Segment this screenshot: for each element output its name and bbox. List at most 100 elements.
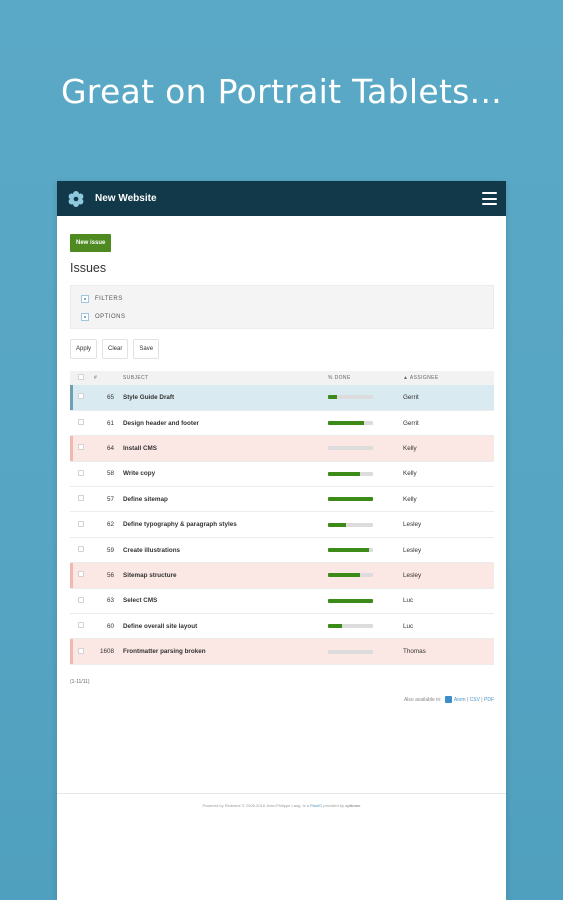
project-name[interactable]: New Website xyxy=(95,193,157,204)
clear-button[interactable]: Clear xyxy=(102,339,129,359)
save-button[interactable]: Save xyxy=(133,339,160,359)
issue-subject-link[interactable]: Define typography & paragraph styles xyxy=(123,521,237,529)
row-checkbox-cell[interactable] xyxy=(70,385,92,411)
row-checkbox[interactable] xyxy=(78,622,84,629)
table-row[interactable]: 58 Write copy Kelly xyxy=(70,461,494,488)
row-checkbox-cell[interactable] xyxy=(70,562,92,589)
issue-id[interactable]: 57 xyxy=(92,486,114,513)
table-row[interactable]: 62 Define typography & paragraph styles Le… xyxy=(70,511,494,538)
issue-assignee[interactable]: Lesley xyxy=(403,537,494,564)
issue-assignee[interactable]: Thomas xyxy=(403,638,494,665)
select-all-checkbox-cell[interactable] xyxy=(70,371,92,385)
issue-subject-link[interactable]: Create illustrations xyxy=(123,546,181,554)
issue-subject-link[interactable]: Install CMS xyxy=(123,444,157,452)
issue-subject-link[interactable]: Frontmatter parsing broken xyxy=(123,648,206,656)
row-checkbox[interactable] xyxy=(78,546,84,553)
row-checkbox[interactable] xyxy=(78,444,84,451)
table-row[interactable]: 65 Style Guide Draft Gerrit xyxy=(70,385,494,411)
progress-bar-fill xyxy=(328,522,346,527)
apply-button[interactable]: Apply xyxy=(70,339,98,359)
issue-subject-cell: Define overall site layout xyxy=(114,613,328,640)
issue-assignee[interactable]: Gerrit xyxy=(403,410,494,437)
issue-id[interactable]: 56 xyxy=(92,562,114,589)
options-toggle[interactable]: OPTIONS xyxy=(81,308,483,326)
table-row[interactable]: 61 Design header and footer Gerrit xyxy=(70,410,494,437)
issue-progress-cell xyxy=(328,638,403,665)
column-header-assignee[interactable]: ▲ ASSIGNEE xyxy=(403,371,494,385)
row-checkbox-cell[interactable] xyxy=(70,486,92,513)
issue-subject-link[interactable]: Write copy xyxy=(123,470,156,478)
row-checkbox-cell[interactable] xyxy=(70,435,92,462)
issue-assignee[interactable]: Luc xyxy=(403,613,494,640)
row-checkbox[interactable] xyxy=(78,393,84,400)
issue-subject-link[interactable]: Design header and footer xyxy=(123,419,199,427)
issue-subject-link[interactable]: Define overall site layout xyxy=(123,622,198,630)
row-checkbox[interactable] xyxy=(78,596,84,603)
row-checkbox-cell[interactable] xyxy=(70,588,92,615)
issue-progress-cell xyxy=(328,537,403,564)
collapse-toggle-icon xyxy=(81,295,89,303)
hamburger-menu-icon[interactable] xyxy=(482,192,497,205)
issue-id[interactable]: 63 xyxy=(92,588,114,615)
issue-subject-link[interactable]: Select CMS xyxy=(123,597,158,605)
issue-assignee[interactable]: Lesley xyxy=(403,511,494,538)
progress-bar xyxy=(328,421,373,426)
column-header-subject[interactable]: SUBJECT xyxy=(114,371,328,385)
csv-link[interactable]: CSV xyxy=(469,696,480,703)
row-checkbox-cell[interactable] xyxy=(70,613,92,640)
issue-assignee[interactable]: Kelly xyxy=(403,461,494,488)
issue-id[interactable]: 1608 xyxy=(92,638,114,665)
table-row[interactable]: 59 Create illustrations Lesley xyxy=(70,537,494,564)
snowflake-logo-icon[interactable] xyxy=(67,190,85,208)
table-row[interactable]: 57 Define sitemap Kelly xyxy=(70,486,494,513)
issue-id[interactable]: 65 xyxy=(92,385,114,411)
row-checkbox-cell[interactable] xyxy=(70,461,92,488)
issue-id[interactable]: 60 xyxy=(92,613,114,640)
table-row[interactable]: 63 Select CMS Luc xyxy=(70,588,494,615)
table-row[interactable]: 60 Define overall site layout Luc xyxy=(70,613,494,640)
issue-assignee[interactable]: Gerrit xyxy=(403,385,494,411)
issue-subject-link[interactable]: Define sitemap xyxy=(123,495,168,503)
issue-assignee[interactable]: Luc xyxy=(403,588,494,615)
progress-bar-fill xyxy=(328,395,337,400)
row-checkbox-cell[interactable] xyxy=(70,511,92,538)
progress-bar xyxy=(328,624,373,629)
atom-link[interactable]: Atom xyxy=(453,696,466,703)
issue-id[interactable]: 62 xyxy=(92,511,114,538)
table-row[interactable]: 1608 Frontmatter parsing broken Thomas xyxy=(70,638,494,665)
issue-subject-cell: Sitemap structure xyxy=(114,562,328,589)
issue-subject-link[interactable]: Sitemap structure xyxy=(123,571,177,579)
row-checkbox[interactable] xyxy=(78,495,84,502)
filters-label: FILTERS xyxy=(95,296,123,302)
row-checkbox-cell[interactable] xyxy=(70,410,92,437)
row-checkbox[interactable] xyxy=(78,571,84,578)
column-header-id[interactable]: # xyxy=(92,371,114,385)
issue-subject-cell: Install CMS xyxy=(114,435,328,462)
row-checkbox-cell[interactable] xyxy=(70,537,92,564)
row-checkbox[interactable] xyxy=(78,469,84,476)
table-row[interactable]: 56 Sitemap structure Lesley xyxy=(70,562,494,589)
row-checkbox[interactable] xyxy=(78,520,84,527)
issue-id[interactable]: 64 xyxy=(92,435,114,462)
new-issue-button[interactable]: New issue xyxy=(70,234,112,252)
issue-id[interactable]: 58 xyxy=(92,461,114,488)
row-checkbox[interactable] xyxy=(78,419,84,426)
progress-bar xyxy=(328,522,373,527)
issue-id[interactable]: 61 xyxy=(92,410,114,437)
pdf-link[interactable]: PDF xyxy=(484,696,494,703)
footer-brand-link[interactable]: PlanIO xyxy=(309,803,323,808)
issue-id[interactable]: 59 xyxy=(92,537,114,564)
query-fieldsets: FILTERS OPTIONS xyxy=(70,285,494,329)
filters-toggle[interactable]: FILTERS xyxy=(81,290,483,308)
table-row[interactable]: 64 Install CMS Kelly xyxy=(70,435,494,462)
row-checkbox[interactable] xyxy=(78,647,84,654)
row-checkbox-cell[interactable] xyxy=(70,638,92,665)
issue-assignee[interactable]: Kelly xyxy=(403,435,494,462)
feed-icon xyxy=(444,695,452,703)
issue-assignee[interactable]: Kelly xyxy=(403,486,494,513)
progress-bar xyxy=(328,471,373,476)
issue-subject-link[interactable]: Style Guide Draft xyxy=(123,393,175,401)
select-all-checkbox[interactable] xyxy=(78,374,84,380)
issue-assignee[interactable]: Lesley xyxy=(403,562,494,589)
column-header-done[interactable]: % DONE xyxy=(328,371,403,385)
